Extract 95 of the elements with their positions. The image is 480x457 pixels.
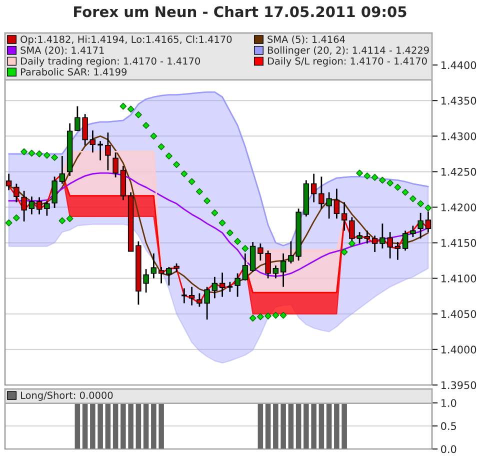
candlestick: [6, 173, 12, 191]
legend-label: Bollinger (20, 2): 1.4114 - 1.4229: [268, 46, 429, 56]
y-tick-label: 1.4150: [441, 239, 476, 247]
candlestick: [14, 183, 20, 203]
legend-label: SMA (20): 1.4171: [20, 46, 104, 55]
candlestick: [372, 234, 378, 253]
point: [371, 174, 378, 181]
point: [150, 132, 158, 140]
candlestick: [341, 202, 348, 232]
candlestick: [28, 196, 35, 216]
point: [264, 312, 272, 320]
line-series: [8, 91, 429, 246]
point: [142, 122, 150, 129]
y-tick-label: 1.4400: [441, 61, 476, 70]
candlestick: [272, 264, 279, 280]
candlestick: [112, 152, 118, 178]
candlestick: [188, 286, 195, 306]
legend-label: SMA (5): 1.4164: [268, 35, 345, 44]
point: [340, 248, 348, 256]
y-tick-label: 1.4100: [441, 274, 476, 282]
legend-label: Long/Short: 0.0000: [21, 391, 113, 401]
y-tick-label: 1.4250: [441, 168, 476, 176]
point: [36, 150, 43, 158]
y-tick-label: 0.5: [441, 422, 456, 430]
point: [218, 219, 226, 226]
point: [234, 238, 242, 245]
candlestick: [212, 276, 218, 299]
legend-label: Op:1.4182, Hi:1.4194, Lo:1.4165, Cl:1.4170: [20, 35, 232, 45]
point: [378, 176, 386, 184]
point: [280, 312, 287, 319]
point: [134, 111, 142, 118]
y-tick-label: 1.4350: [441, 96, 476, 105]
point: [165, 152, 172, 160]
candlestick: [402, 230, 408, 252]
point: [28, 150, 36, 157]
legend-label: Daily S/L region: 1.4170 - 1.4170: [268, 57, 427, 67]
point: [158, 143, 165, 150]
legend-label: Parabolic SAR: 1.4199: [21, 68, 127, 76]
point: [127, 106, 134, 113]
point: [249, 314, 256, 322]
candlestick: [242, 252, 248, 282]
point: [12, 214, 20, 222]
candlestick: [364, 230, 370, 244]
point: [51, 154, 58, 161]
candlestick: [21, 190, 27, 222]
y-tick-label: 1.3950: [441, 381, 476, 390]
candlestick: [334, 188, 340, 220]
candlestick: [280, 252, 286, 288]
candlestick: [59, 155, 66, 184]
candlestick: [234, 272, 240, 298]
point: [272, 312, 280, 319]
point: [409, 195, 416, 202]
point: [226, 229, 234, 236]
point: [188, 178, 196, 186]
point: [58, 217, 66, 224]
point: [43, 152, 50, 159]
candlestick: [394, 241, 401, 261]
point: [256, 313, 264, 320]
point: [386, 180, 394, 186]
point: [402, 188, 409, 196]
point: [196, 188, 203, 196]
point: [20, 148, 28, 156]
y-tick-label: 1.4300: [441, 132, 476, 140]
candlestick: [310, 173, 317, 203]
candlestick: [96, 140, 104, 161]
candlestick: [105, 132, 111, 171]
y-tick-label: 1.4000: [441, 346, 476, 354]
candlestick: [36, 196, 42, 216]
candlestick: [410, 225, 416, 238]
point: [211, 209, 218, 216]
y-tick-label: 1.4200: [441, 203, 476, 212]
point: [394, 184, 402, 191]
point: [348, 240, 356, 247]
candlestick: [219, 272, 226, 298]
legend-label: Daily trading region: 1.4170 - 1.4170: [21, 57, 200, 67]
y-tick-label: 1.0: [441, 399, 456, 407]
candlestick: [418, 212, 424, 240]
point: [364, 172, 371, 180]
point: [424, 204, 432, 212]
candlestick: [90, 130, 96, 154]
y-tick-label: 1.4050: [441, 310, 476, 318]
point: [66, 215, 74, 222]
point: [356, 170, 364, 177]
candlestick: [158, 266, 164, 284]
candlestick: [150, 252, 157, 280]
point: [173, 161, 180, 168]
point: [5, 219, 12, 226]
candlestick: [180, 288, 188, 304]
point: [120, 102, 127, 110]
point: [204, 197, 211, 204]
chart-title: Forex um Neun - Chart 17.05.2011 09:05: [74, 6, 406, 18]
point: [417, 200, 424, 208]
y-tick-label: 0.0: [441, 445, 456, 454]
point: [180, 170, 188, 178]
point: [242, 245, 249, 252]
